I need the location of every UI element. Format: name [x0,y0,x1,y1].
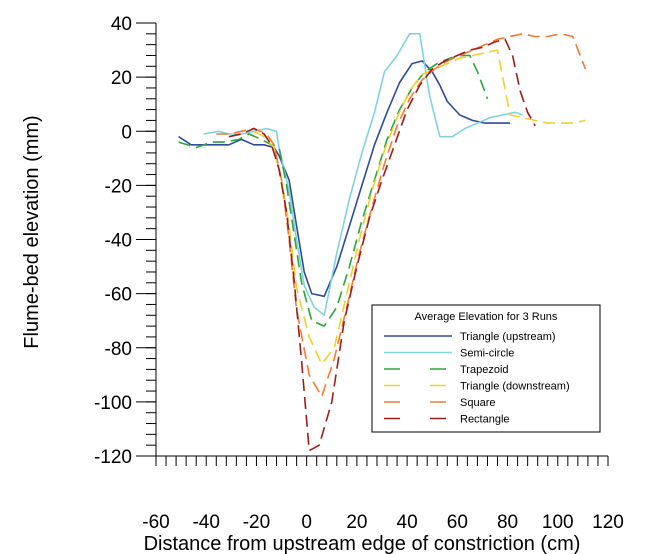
y-tick-label: -100 [94,393,132,414]
y-tick-label: -80 [105,339,132,360]
series-line-2 [203,33,523,317]
series-line-3 [178,54,489,327]
x-tick-label: -40 [192,512,219,533]
legend-items: Triangle (upstream) Semi-circle Trapezoid T… [384,331,570,426]
x-tick-label: 100 [542,512,574,533]
y-tick-label: 20 [111,68,132,89]
y-tick-label: 40 [111,14,132,35]
series-line-4 [253,49,586,365]
x-tick-label: 40 [397,512,418,533]
x-tick-label: -20 [243,512,270,533]
tick-labels: 40 20 0 -20 -40 -60 -80 -100 -120 -60 -40 -20 0 20 40 6… [94,14,624,533]
x-axis-title: Distance from upstream edge of constrict… [144,533,581,554]
legend-label-6: Rectangle [460,414,510,426]
legend-label-4: Triangle (downstream) [460,381,570,393]
x-tick-label: 20 [346,512,367,533]
y-tick-label: -20 [105,176,132,197]
series-line-5 [216,33,587,398]
series-line-6 [228,38,536,452]
legend-label-1: Triangle (upstream) [460,331,556,343]
series-layer [178,33,587,452]
y-tick-label: -40 [105,231,132,252]
legend-box [371,304,601,433]
y-tick-label: -120 [94,447,132,468]
legend-label-5: Square [460,397,495,409]
x-tick-label: 60 [447,512,468,533]
x-tick-label: -60 [142,512,169,533]
legend-label-3: Trapezoid [460,364,509,376]
x-tick-label: 0 [301,512,312,533]
y-tick-label: 0 [121,122,132,143]
major-ticks [136,22,156,457]
legend-title: Average Elevation for 3 Runs [415,311,558,323]
x-tick-label: 120 [592,512,624,533]
legend-label-2: Semi-circle [460,348,514,360]
y-tick-label: -60 [105,285,132,306]
series-line-1 [178,60,511,298]
legend: Average Elevation for 3 Runs Triangle (u… [371,304,601,433]
y-axis-title: Flume-bed elevation (mm) [21,115,43,348]
x-tick-label: 80 [497,512,518,533]
